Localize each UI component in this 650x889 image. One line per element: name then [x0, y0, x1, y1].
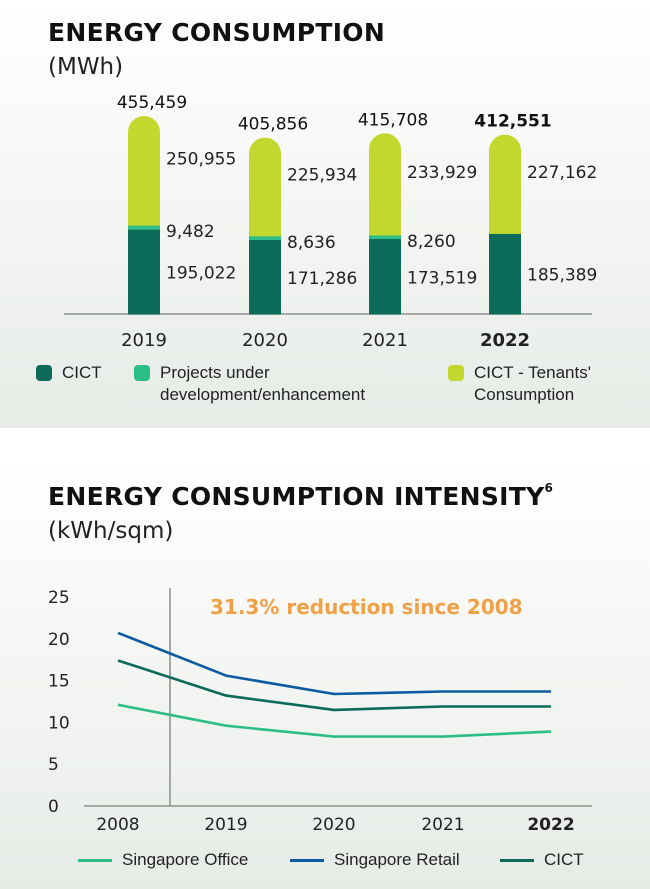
chart-title: ENERGY CONSUMPTION — [48, 18, 386, 47]
legend-label: CICT — [544, 850, 584, 869]
stacked-bar-chart: 195,022 9,482 250,955 455,459 2019 171,286 8,6… — [64, 93, 597, 351]
legend-item-projects: Projects under development/enhancement — [134, 362, 434, 406]
data-label: 185,389 — [527, 266, 597, 286]
data-label: 171,286 — [287, 269, 357, 289]
x-tick-label: 2019 — [204, 815, 247, 835]
bar-stack — [489, 134, 521, 315]
legend-label: Singapore Retail — [334, 850, 460, 869]
bar-segment — [128, 225, 160, 230]
annotation-text: 31.3% reduction since 2008 — [210, 595, 523, 619]
legend-swatch — [36, 365, 52, 381]
bar-segment — [249, 239, 281, 315]
legend-label: CICT - Tenants' Consumption — [474, 363, 591, 404]
legend-swatch — [500, 859, 534, 862]
bar-stack — [369, 133, 401, 315]
x-tick-label: 2020 — [312, 815, 355, 835]
data-label: 9,482 — [166, 222, 215, 242]
bar-segment — [249, 235, 281, 241]
legend-item-cict: CICT — [500, 849, 584, 871]
x-tick-label: 2019 — [121, 330, 167, 351]
chart-unit: (kWh/sqm) — [48, 518, 174, 544]
x-tick-label: 2022 — [480, 330, 530, 351]
line-chart: 0 5 10 15 20 25 31.3% reduction since 2008 2008… — [48, 588, 592, 835]
legend-item-cict: CICT — [36, 362, 102, 384]
x-tick-label: 2020 — [242, 330, 288, 351]
legend-swatch — [134, 365, 150, 381]
bar-segment — [369, 234, 401, 240]
bar-stack — [249, 137, 281, 315]
bar-segment — [128, 229, 160, 315]
legend-label: Singapore Office — [122, 850, 249, 869]
data-label: 225,934 — [287, 166, 357, 186]
bar-segment — [489, 233, 521, 315]
energy-intensity-panel: ENERGY CONSUMPTION INTENSITY6 (kWh/sqm) … — [0, 460, 650, 889]
legend-item-tenants: CICT - Tenants' Consumption — [448, 362, 638, 406]
bar-segment — [369, 133, 401, 236]
bar-segment — [249, 137, 281, 237]
legend-label: Projects under development/enhancement — [160, 363, 366, 404]
y-tick-label: 20 — [48, 630, 70, 650]
data-label: 227,162 — [527, 163, 597, 183]
bar-segment — [369, 238, 401, 315]
y-tick-label: 10 — [48, 713, 70, 733]
footnote-marker: 6 — [544, 480, 554, 495]
bar-segment — [489, 134, 521, 234]
bar-segment — [128, 116, 160, 226]
legend-item-singapore-office: Singapore Office — [78, 849, 248, 871]
total-label: 405,856 — [238, 115, 308, 135]
y-tick-label: 5 — [48, 755, 59, 775]
data-label: 8,636 — [287, 233, 336, 253]
data-label: 173,519 — [407, 268, 477, 288]
legend-item-singapore-retail: Singapore Retail — [290, 849, 460, 871]
energy-consumption-panel: ENERGY CONSUMPTION (MWh) 195,022 9,482 250… — [0, 0, 650, 428]
data-label: 8,260 — [407, 232, 456, 252]
x-tick-label: 2021 — [421, 815, 464, 835]
series-line — [117, 631, 551, 696]
data-label: 195,022 — [166, 264, 236, 284]
total-label: 412,551 — [474, 112, 551, 132]
chart-title-text: ENERGY CONSUMPTION INTENSITY — [48, 482, 545, 511]
y-tick-label: 15 — [48, 672, 70, 692]
x-tick-label: 2021 — [362, 330, 408, 351]
data-label: 233,929 — [407, 163, 477, 183]
legend-swatch — [78, 859, 112, 862]
y-tick-label: 0 — [48, 797, 59, 817]
total-label: 415,708 — [358, 110, 428, 130]
series-line — [117, 703, 552, 738]
legend-swatch — [448, 365, 464, 381]
chart-title: ENERGY CONSUMPTION INTENSITY6 — [48, 480, 554, 511]
data-label: 250,955 — [166, 150, 236, 170]
bar-stack — [128, 116, 160, 315]
legend-label: CICT — [62, 363, 102, 382]
total-label: 455,459 — [117, 93, 187, 113]
x-tick-label: 2022 — [527, 815, 574, 835]
chart-unit: (MWh) — [48, 54, 124, 80]
legend-swatch — [290, 859, 324, 862]
series-line — [117, 659, 551, 712]
x-tick-label: 2008 — [96, 815, 139, 835]
y-tick-label: 25 — [48, 588, 70, 608]
